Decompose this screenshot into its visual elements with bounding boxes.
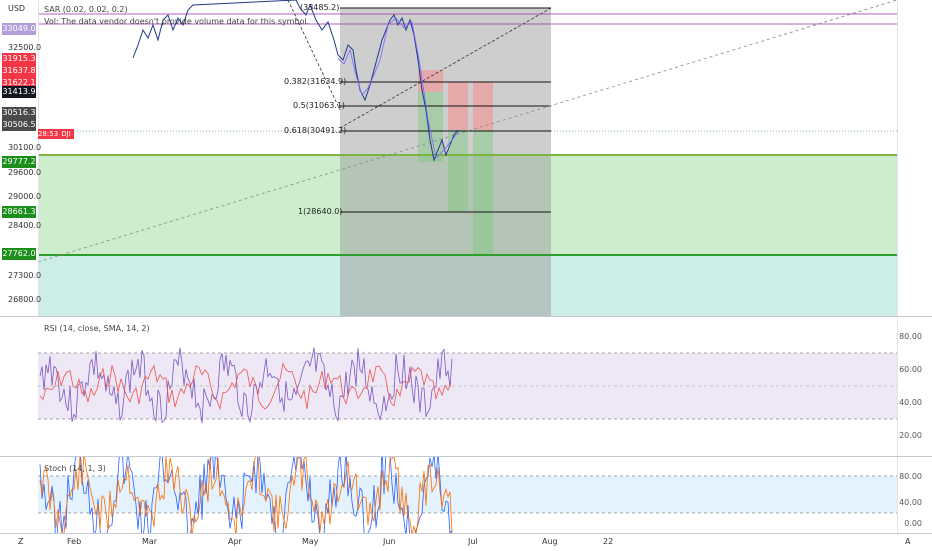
stoch-pane[interactable]: Stoch (14, 1, 3) — [38, 457, 897, 533]
price-tick-29600: 29600.0 — [8, 168, 42, 177]
right-axis-border — [897, 0, 898, 536]
stoch-tick-80: 80.00 — [899, 472, 922, 481]
price-tick-29000: 29000.0 — [8, 192, 42, 201]
fib-label-05: 0.5(31063.1) — [293, 101, 346, 110]
price-box-30516: 30516.3 — [2, 107, 36, 119]
stoch-legend[interactable]: Stoch (14, 1, 3) — [44, 464, 106, 473]
rsi-tick-20: 20.00 — [899, 431, 922, 440]
price-box-33049: 33049.0 — [2, 23, 36, 35]
month-jul: Jul — [468, 537, 478, 546]
position-green-1 — [448, 130, 468, 212]
price-box-28661: 28661.3 — [2, 206, 36, 218]
rsi-tick-40: 40.00 — [899, 398, 922, 407]
position-red-3 — [418, 70, 443, 92]
trendline-fib — [339, 7, 552, 129]
price-tick-26800: 26800.0 — [8, 295, 42, 304]
price-box-31413: 31413.9 — [2, 86, 36, 98]
sar-legend[interactable]: SAR (0.02, 0.02, 0.2) — [44, 5, 128, 14]
position-green-3 — [418, 92, 443, 162]
fib-zone — [340, 8, 551, 316]
price-axis[interactable]: USD 33049.0 32500.0 31915.3 31637.8 3162… — [0, 0, 42, 316]
month-aug: Aug — [542, 537, 558, 546]
fib-label-1: 1(28640.0) — [298, 207, 343, 216]
rsi-tick-80: 80.00 — [899, 332, 922, 341]
month-jun: Jun — [383, 537, 396, 546]
trendline-fib-2 — [287, 0, 341, 111]
countdown-badge: 28:53 — [38, 129, 59, 139]
stoch-tick-40: 40.00 — [899, 498, 922, 507]
corner-left-button[interactable]: Z — [18, 537, 24, 546]
month-apr: Apr — [228, 537, 242, 546]
day-22: 22 — [603, 537, 614, 546]
price-series-2 — [337, 17, 459, 159]
vol-legend[interactable]: Vol: The data vendor doesn't provide vol… — [44, 17, 310, 26]
month-mar: Mar — [142, 537, 158, 546]
price-tick-32500: 32500.0 — [8, 43, 42, 52]
rsi-signal-line — [39, 362, 452, 411]
pane-separator[interactable] — [0, 316, 932, 317]
fib-label-0: (33485.2) — [300, 3, 340, 12]
currency-label: USD — [8, 4, 26, 13]
price-tick-28400: 28400.0 — [8, 221, 42, 230]
price-box-31637: 31637.8 — [2, 65, 36, 77]
pane-separator-2[interactable] — [0, 456, 932, 457]
stoch-tick-0: 0.00 — [904, 519, 922, 528]
rsi-tick-60: 60.00 — [899, 365, 922, 374]
rsi-legend[interactable]: RSI (14, close, SMA, 14, 2) — [44, 324, 150, 333]
position-green-2 — [473, 130, 493, 255]
price-series — [132, 0, 459, 162]
chart-area[interactable]: (33485.2) 0.382(31634.9) 0.5(31063.1) 0.… — [38, 0, 897, 316]
month-may: May — [302, 537, 319, 546]
fib-label-0618: 0.618(30491.2) — [284, 126, 347, 135]
time-axis[interactable]: Z Feb Mar Apr May Jun Jul Aug 22 A — [0, 533, 932, 551]
price-box-29777: 29777.2 — [2, 156, 36, 168]
price-box-27762: 27762.0 — [2, 248, 36, 260]
rsi-line — [39, 347, 453, 424]
rsi-pane[interactable]: RSI (14, close, SMA, 14, 2) — [38, 317, 897, 456]
price-tick-30100: 30100.0 — [8, 143, 42, 152]
stoch-d-line — [39, 457, 453, 533]
corner-right-button[interactable]: A — [905, 537, 911, 546]
symbol-badge: DJI — [58, 129, 74, 139]
price-pane — [38, 0, 897, 316]
fib-label-0382: 0.382(31634.9) — [284, 77, 347, 86]
price-box-31915: 31915.3 — [2, 53, 36, 65]
month-feb: Feb — [67, 537, 82, 546]
price-tick-27300: 27300.0 — [8, 271, 42, 280]
price-box-30506: 30506.5 — [2, 119, 36, 131]
